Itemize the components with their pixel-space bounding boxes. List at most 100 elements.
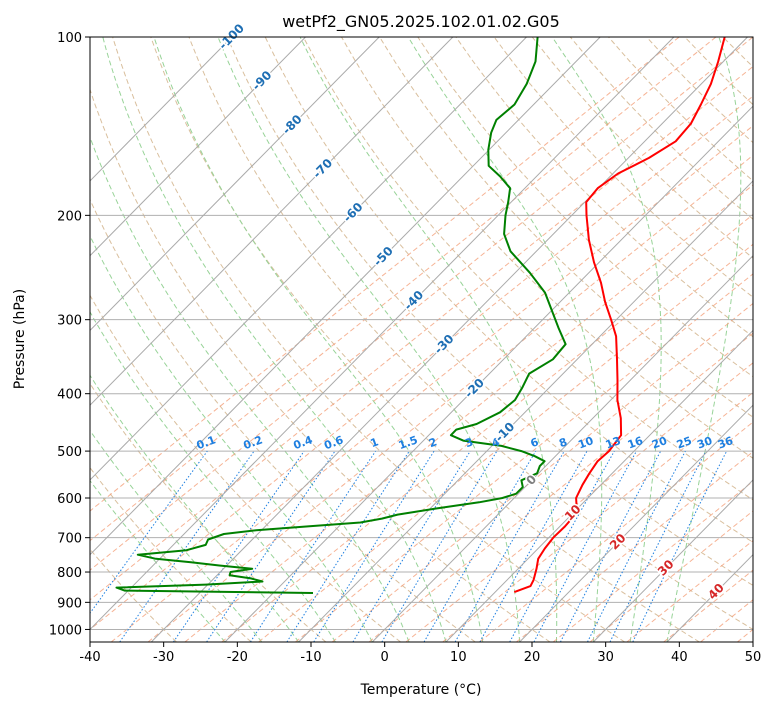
y-tick-label: 100	[57, 31, 82, 46]
isotherm-line	[519, 404, 753, 642]
isotherm-line	[90, 37, 380, 332]
y-tick-label: 500	[57, 445, 82, 460]
plot-frame	[89, 36, 754, 643]
x-tick-label: 30	[597, 650, 614, 665]
saturated-line	[479, 421, 753, 642]
mixing-ratio-label: 20	[650, 434, 669, 452]
saturated-line	[331, 302, 753, 642]
mixing-ratio-label: 36	[716, 434, 735, 452]
mixing-ratio-label: 0.6	[322, 433, 345, 452]
profile-series	[115, 37, 726, 594]
mixing-ratio-line	[609, 450, 707, 642]
x-tick-label: 10	[450, 650, 467, 665]
dry-adiabat	[302, 37, 753, 501]
chart-title: wetPf2_GN05.2025.102.01.02.G05	[282, 12, 560, 32]
moist-adiabat	[90, 135, 410, 642]
isotherm-line	[90, 37, 675, 631]
y-tick-label: 400	[57, 388, 82, 403]
mixing-ratio-line	[381, 450, 498, 642]
x-tick-label: 0	[381, 650, 389, 665]
mixing-ratio-line	[559, 450, 662, 642]
isotherm-line	[150, 37, 748, 642]
mixing-ratio-label: 0.2	[242, 433, 265, 452]
saturated-line	[184, 184, 753, 642]
x-axis: -40 -30 -20 -10 0 10 20 30 40 50	[79, 642, 761, 665]
mixing-ratio-line	[533, 450, 637, 642]
isotherm-line	[445, 329, 753, 642]
moist-adiabat	[90, 429, 263, 642]
moist-adiabat	[102, 37, 447, 642]
y-tick-label: 800	[57, 566, 82, 581]
y-tick-label: 700	[57, 532, 82, 547]
dry-adiabat	[493, 37, 753, 298]
mixing-ratio-line	[509, 450, 615, 642]
saturated-line	[405, 362, 753, 642]
mixing-ratio-line	[249, 450, 377, 642]
isotherm-line	[90, 37, 601, 556]
saturated-line	[626, 539, 753, 642]
saturated-line	[368, 332, 753, 642]
mixing-ratio-label: 2	[427, 435, 439, 450]
saturated-line	[295, 273, 753, 642]
saturated-line	[552, 480, 753, 642]
isotherm-line	[298, 180, 753, 642]
saturated-line	[110, 125, 753, 642]
mixing-ratio-line	[352, 450, 471, 642]
plot-background	[90, 37, 753, 642]
temperature-line	[513, 37, 726, 594]
background-lines	[90, 37, 753, 642]
isotherm-line	[90, 37, 306, 257]
x-tick-label: 20	[524, 650, 541, 665]
mixing-ratio-line	[172, 450, 305, 642]
saturated-line	[90, 95, 753, 631]
isotherm-line	[592, 479, 753, 642]
isotherm-line	[371, 254, 753, 642]
mixing-ratio-label: 25	[675, 434, 694, 451]
dry-adiabat	[90, 294, 401, 642]
y-tick-label: 600	[57, 492, 82, 507]
saturated-line	[147, 154, 753, 642]
moist-adiabat	[299, 37, 558, 642]
mixing-ratio-lines	[90, 450, 728, 642]
pressure-gridlines	[90, 37, 753, 630]
dry-adiabat	[112, 37, 625, 642]
y-tick-label: 200	[57, 209, 82, 224]
dry-adiabat	[455, 37, 753, 338]
y-tick-label: 1000	[49, 623, 82, 638]
y-axis-label: Pressure (hPa)	[12, 289, 28, 389]
x-tick-label: -30	[153, 650, 174, 665]
x-tick-label: -10	[300, 650, 321, 665]
x-axis-label: Temperature (°C)	[360, 682, 482, 698]
moist-adiabat	[153, 37, 484, 642]
mixing-ratio-label: 1.5	[397, 433, 420, 452]
x-tick-label: 50	[745, 650, 762, 665]
saturated-line	[663, 569, 753, 642]
mixing-ratio-label: 1	[369, 435, 381, 450]
dry-adiabat	[341, 37, 753, 459]
y-tick-label: 900	[57, 596, 82, 611]
moist-adiabat	[551, 37, 662, 642]
saturated-line	[516, 451, 753, 642]
saturated-line	[442, 391, 753, 642]
mixing-ratio-label: 4	[490, 435, 502, 450]
dry-adiabat	[90, 87, 551, 642]
mixing-ratio-line	[587, 450, 686, 642]
saturated-line	[221, 213, 753, 642]
moist-adiabat	[407, 37, 603, 642]
x-tick-label: 40	[671, 650, 688, 665]
mixing-ratio-line	[313, 450, 435, 642]
moist-adiabat	[90, 310, 336, 642]
mixing-ratio-label: 6	[529, 435, 541, 450]
mixing-ratio-label: 3	[463, 435, 475, 450]
dry-adiabat	[150, 37, 700, 642]
dry-adiabat	[90, 548, 177, 642]
saturated-line	[589, 510, 753, 642]
mixing-ratio-label: 0.4	[292, 433, 315, 452]
mixing-ratio-line	[479, 450, 588, 642]
moist-adiabat	[90, 479, 226, 642]
dewpoint-line	[115, 37, 567, 594]
mixing-ratio-label: 13	[604, 434, 623, 451]
y-tick-label: 300	[57, 314, 82, 329]
dry-adiabat	[264, 37, 753, 543]
